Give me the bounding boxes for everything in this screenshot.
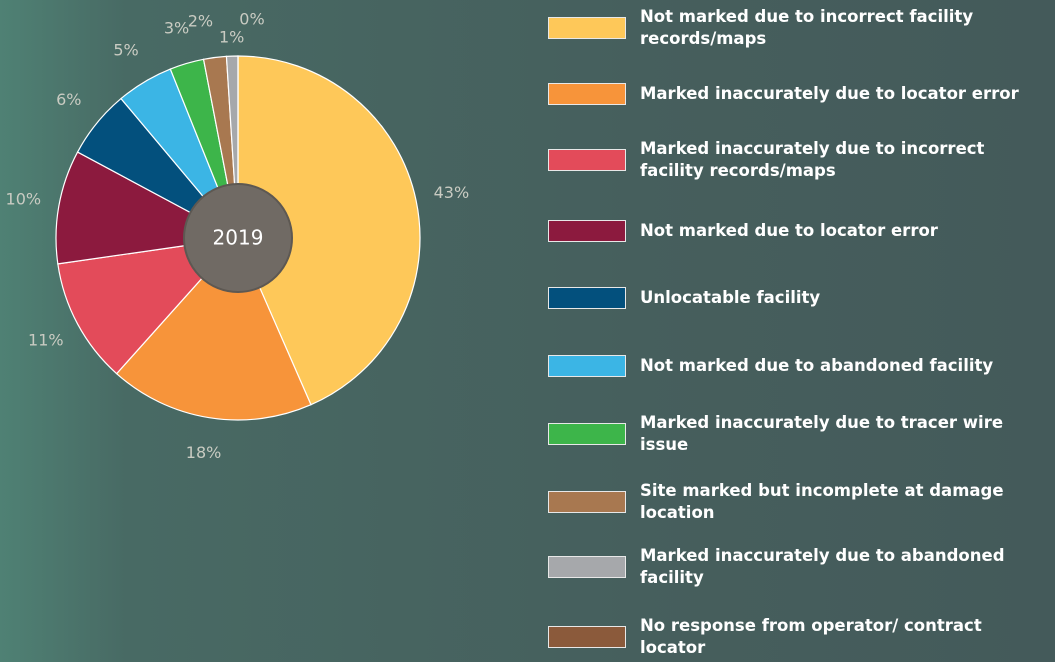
legend-swatch xyxy=(548,83,626,105)
legend: Not marked due to incorrect facility rec… xyxy=(548,0,1055,662)
legend-label: Not marked due to locator error xyxy=(640,221,938,240)
data-label: 0% xyxy=(239,10,264,29)
data-label: 5% xyxy=(113,40,138,59)
pie-slice xyxy=(237,55,421,406)
legend-label: Marked inaccurately due to abandoned fac… xyxy=(640,546,1005,587)
legend-swatch xyxy=(548,423,626,445)
pie-slice xyxy=(57,237,240,375)
data-label: 1% xyxy=(219,28,244,47)
legend-item: Not marked due to locator error xyxy=(548,220,1050,242)
data-label: 11% xyxy=(28,330,64,349)
chart: 43% 18% 11% 10% 6% 5% 3%2% 1%0% 2019 xyxy=(6,10,470,462)
legend-item: No response from operator/ contract loca… xyxy=(548,615,1050,659)
legend-swatch xyxy=(548,149,626,171)
legend-label: Not marked due to abandoned facility xyxy=(640,356,994,375)
data-label: 2% xyxy=(188,11,213,30)
legend-item: Not marked due to incorrect facility rec… xyxy=(548,6,1050,50)
legend-item: Marked inaccurately due to abandoned fac… xyxy=(548,545,1050,589)
legend-swatch xyxy=(548,491,626,513)
legend-swatch xyxy=(548,287,626,309)
legend-swatch xyxy=(548,556,626,578)
legend-swatch xyxy=(548,355,626,377)
data-label: 43% xyxy=(434,183,470,202)
legend-item: Unlocatable facility xyxy=(548,287,1050,309)
data-label: 6% xyxy=(56,90,81,109)
data-label: 3% xyxy=(164,18,189,37)
legend-label: Marked inaccurately due to locator error xyxy=(640,84,1019,103)
legend-swatch xyxy=(548,220,626,242)
legend-item: Marked inaccurately due to tracer wire i… xyxy=(548,412,1050,456)
legend-label: Marked inaccurately due to incorrect fac… xyxy=(640,139,985,180)
legend-swatch xyxy=(548,626,626,648)
legend-label: Unlocatable facility xyxy=(640,288,821,307)
legend-label: Not marked due to incorrect facility rec… xyxy=(640,7,974,48)
legend-item: Marked inaccurately due to incorrect fac… xyxy=(548,138,1050,182)
center-circle xyxy=(183,183,293,293)
legend-label: Site marked but incomplete at damage loc… xyxy=(640,481,1004,522)
data-label: 10% xyxy=(6,190,42,209)
legend-item: Not marked due to abandoned facility xyxy=(548,355,1050,377)
legend-item: Site marked but incomplete at damage loc… xyxy=(548,480,1050,524)
legend-label: No response from operator/ contract loca… xyxy=(640,616,982,657)
legend-item: Marked inaccurately due to locator error xyxy=(548,83,1050,105)
legend-label: Marked inaccurately due to tracer wire i… xyxy=(640,413,1004,454)
data-label: 18% xyxy=(186,443,222,462)
pie-slice xyxy=(115,236,312,421)
center-label: 2019 xyxy=(213,226,264,250)
legend-swatch xyxy=(548,17,626,39)
